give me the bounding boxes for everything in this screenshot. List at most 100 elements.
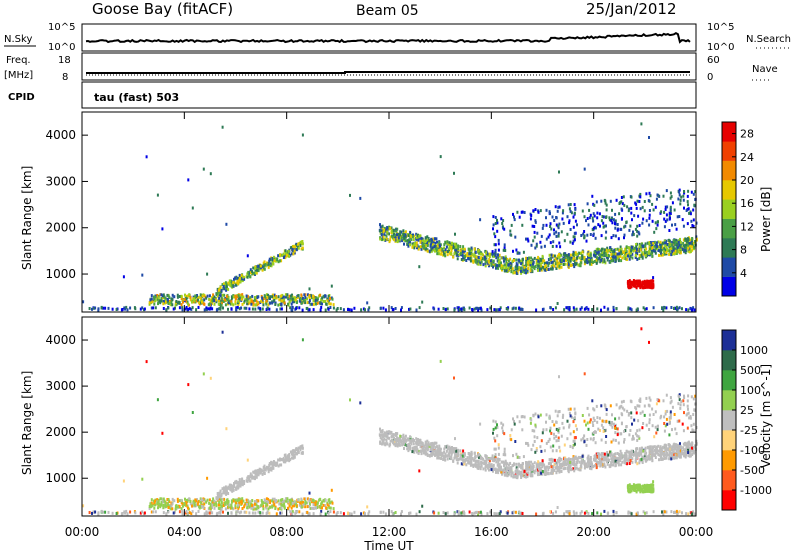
echo-cell	[609, 199, 612, 203]
echo-cell	[195, 512, 198, 516]
echo-cell	[434, 246, 437, 250]
echo-cell	[681, 247, 684, 251]
echo-cell	[262, 501, 265, 505]
echo-cell	[471, 512, 474, 515]
echo-cell	[154, 510, 157, 514]
echo-cell	[504, 255, 507, 259]
echo-cell	[643, 209, 646, 213]
echo-cell	[193, 299, 196, 303]
echo-cell	[586, 233, 589, 237]
echo-cell	[432, 444, 435, 448]
echo-cell	[509, 257, 512, 261]
echo-cell	[263, 464, 266, 468]
echo-cell	[504, 459, 507, 463]
echo-cell	[307, 308, 310, 312]
echo-cell	[575, 262, 578, 266]
echo-cell	[634, 227, 637, 231]
echo-cell	[604, 199, 607, 203]
echo-cell	[557, 232, 560, 236]
echo-cell	[200, 296, 202, 300]
echo-cell	[174, 303, 177, 307]
echo-cell	[249, 296, 252, 300]
echo-cell	[677, 241, 680, 244]
echo-cell	[186, 294, 189, 298]
echo-cell	[292, 252, 295, 256]
echo-cell	[559, 245, 562, 249]
echo-cell	[502, 226, 504, 230]
echo-cell	[535, 308, 538, 312]
echo-cell	[315, 500, 318, 504]
echo-cell	[254, 266, 257, 270]
echo-cell	[500, 261, 502, 265]
echo-cell	[306, 301, 309, 305]
echo-cell	[686, 194, 689, 198]
echo-cell	[217, 302, 220, 306]
echo-cell	[481, 252, 484, 256]
echo-cell	[550, 457, 553, 461]
echo-cell	[94, 306, 97, 310]
echo-cell	[379, 306, 382, 310]
echo-cell	[457, 512, 460, 516]
echo-cell	[558, 170, 560, 174]
echo-cell	[238, 505, 240, 509]
echo-cell	[236, 295, 239, 299]
echo-cell	[455, 456, 458, 460]
echo-cell	[635, 243, 638, 246]
echo-cell	[612, 255, 615, 259]
echo-cell	[404, 434, 407, 438]
echo-cell	[385, 237, 388, 241]
echo-cell	[438, 241, 441, 245]
echo-cell	[299, 448, 302, 452]
echo-cell	[528, 261, 531, 265]
echo-cell	[181, 308, 184, 312]
echo-cell	[539, 470, 541, 474]
echo-cell	[235, 282, 238, 286]
echo-cell	[223, 487, 226, 491]
echo-cell	[224, 298, 226, 302]
echo-cell	[238, 497, 241, 501]
echo-cell	[558, 205, 561, 209]
echo-cell	[500, 264, 503, 268]
echo-cell	[444, 251, 446, 255]
echo-cell	[310, 296, 313, 300]
echo-cell	[273, 497, 276, 501]
echo-cell	[619, 254, 622, 258]
echo-cell	[226, 282, 229, 286]
echo-cell	[223, 491, 226, 495]
echo-cell	[413, 450, 416, 454]
echo-cell	[630, 195, 633, 199]
echo-cell	[277, 260, 280, 264]
echo-cell	[301, 297, 304, 300]
echo-cell	[651, 279, 654, 283]
echo-cell	[579, 511, 582, 515]
echo-cell	[580, 251, 582, 255]
echo-cell	[272, 255, 275, 259]
echo-cell	[197, 306, 200, 309]
echo-cell	[237, 485, 240, 489]
echo-cell	[329, 306, 332, 309]
echo-cell	[663, 306, 666, 310]
echo-cell	[495, 265, 498, 269]
echo-cell	[527, 263, 530, 267]
echo-cell	[122, 275, 125, 279]
echo-cell	[391, 308, 394, 312]
echo-cell	[161, 227, 164, 231]
echo-cell	[434, 449, 437, 453]
echo-cell	[251, 294, 254, 298]
echo-cell	[297, 294, 300, 298]
echo-cell	[411, 245, 414, 249]
echo-cell	[181, 306, 184, 310]
echo-cell	[420, 236, 423, 240]
echo-cell	[558, 222, 561, 226]
echo-cell	[691, 245, 694, 249]
echo-cell	[251, 511, 254, 515]
echo-cell	[238, 481, 241, 485]
echo-cell	[672, 246, 675, 250]
echo-cell	[658, 458, 660, 462]
echo-cell	[639, 248, 642, 252]
echo-cell	[446, 457, 449, 461]
echo-cell	[627, 254, 629, 258]
echo-cell	[685, 512, 688, 516]
echo-cell	[648, 191, 651, 195]
echo-cell	[628, 250, 631, 254]
